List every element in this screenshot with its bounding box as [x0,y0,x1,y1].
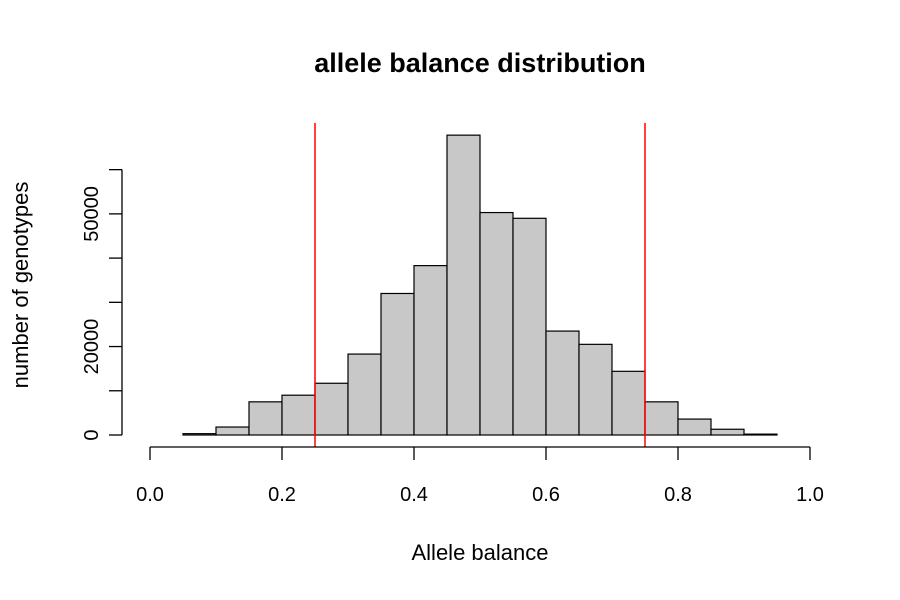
histogram-bar [215,426,250,436]
histogram-bar [413,265,448,436]
reference-lines-group [314,123,646,447]
histogram-bar [281,394,316,436]
histogram-bar [578,343,613,436]
histogram-bar [479,211,514,436]
histogram-bar [743,433,778,436]
histogram-bar [677,418,712,436]
histogram-bar [710,428,745,436]
x-axis-label: Allele balance [412,540,549,565]
histogram-bar [380,292,415,436]
histogram-bar [545,330,580,436]
x-tick-label: 0.2 [268,484,296,506]
histogram-bar [611,370,646,436]
histogram-bar [644,401,679,436]
histogram-bar [512,217,547,436]
histogram-bar [347,353,382,436]
y-tick-label: 20000 [81,319,103,375]
x-tick-label: 0.8 [664,484,692,506]
bars-group [182,134,778,436]
histogram-bar [248,401,283,436]
y-axis-label: number of genotypes [8,182,33,389]
histogram-bar [314,382,349,436]
x-axis: 0.0 0.2 0.4 0.6 0.8 1.0 [136,446,824,506]
histogram-bar [446,134,481,436]
x-tick-label: 1.0 [796,484,824,506]
y-axis: 0 20000 50000 [81,168,123,441]
y-tick-label: 50000 [81,186,103,242]
y-tick-label: 0 [81,429,103,440]
x-tick-label: 0.4 [400,484,428,506]
x-tick-label: 0.0 [136,484,164,506]
chart-title: allele balance distribution [314,48,646,78]
x-tick-label: 0.6 [532,484,560,506]
histogram-bar [182,433,217,436]
